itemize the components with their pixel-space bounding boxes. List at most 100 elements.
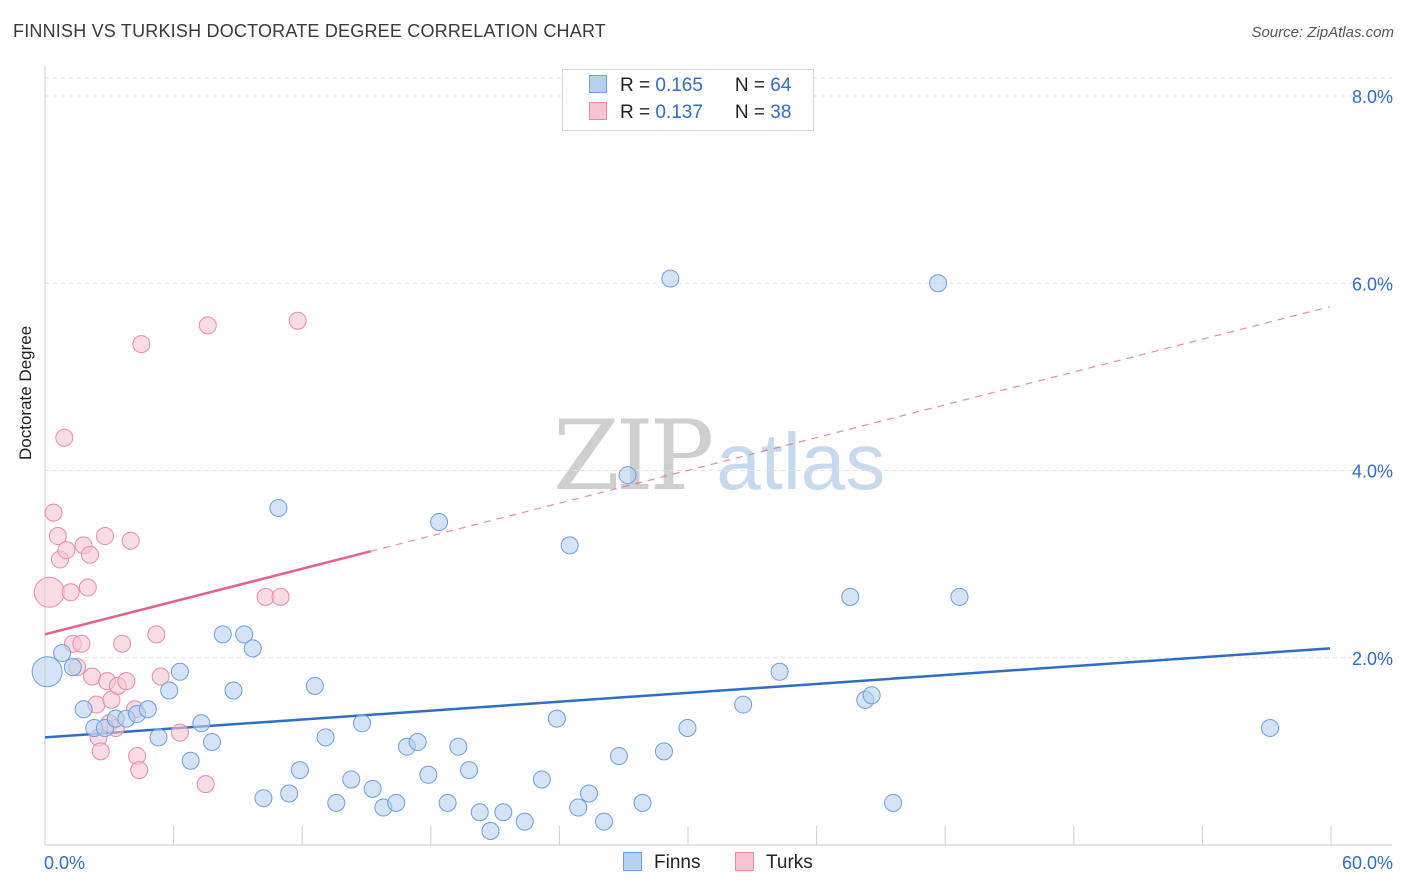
finns-point (235, 625, 254, 644)
turks-point (132, 335, 151, 354)
y-axis-label: Doctorate Degree (16, 325, 35, 460)
finns-point (352, 714, 371, 733)
legend-n-value-finns: 64 (770, 75, 792, 96)
chart-title: FINNISH VS TURKISH DOCTORATE DEGREE CORR… (13, 21, 607, 41)
bottom-legend-label-turks: Turks (766, 852, 813, 873)
finns-point (63, 658, 82, 677)
legend-n-label: N = (734, 102, 771, 123)
turks-point (95, 527, 114, 546)
finns-point (342, 770, 361, 789)
finns-point (515, 812, 534, 831)
x-tick-label: 60.0% (1342, 853, 1393, 873)
finns-point (654, 742, 673, 761)
finns-point (494, 803, 513, 822)
legend-r-value-turks: 0.137 (655, 102, 703, 123)
finns-point (74, 700, 93, 719)
finns-point (290, 761, 309, 780)
finns-point (449, 737, 468, 756)
finns-point (305, 676, 324, 695)
turks-point (48, 527, 67, 546)
finns-point (579, 784, 598, 803)
finns-point (138, 700, 157, 719)
finns-point (269, 498, 288, 517)
turks-trend-line (44, 550, 371, 636)
finns-point (203, 733, 222, 752)
turks-point (170, 723, 189, 742)
finns-point (224, 681, 243, 700)
tick-labels: 2.0% 4.0% 6.0% 8.0% 0.0% 60.0% (44, 87, 1393, 873)
finns-point (770, 662, 789, 681)
finns-point (618, 466, 637, 485)
finns-point (560, 536, 579, 555)
watermark-atlas: atlas (716, 417, 886, 506)
finns-point (316, 728, 335, 747)
data-points (31, 269, 1280, 840)
finns-point (661, 269, 680, 288)
finns-point (884, 793, 903, 812)
finns-point (532, 770, 551, 789)
finns-point (438, 793, 457, 812)
finns-point (678, 718, 697, 737)
finns-legend-icon (623, 852, 642, 871)
turks-point (80, 545, 99, 564)
y-tick-label: 4.0% (1352, 462, 1393, 482)
finns-point (481, 821, 500, 840)
finns-point (841, 587, 860, 606)
finns-point (170, 662, 189, 681)
finns-point (1261, 718, 1280, 737)
legend-r-label: R = (620, 102, 656, 123)
turks-point (151, 667, 170, 686)
source-label: Source: ZipAtlas.com (1251, 24, 1394, 41)
finns-point (547, 709, 566, 728)
bottom-legend-turks: Turks (735, 852, 813, 874)
legend-row-finns: R = 0.165 N = 64 (589, 75, 791, 99)
legend-n-value-turks: 38 (770, 102, 792, 123)
finns-point (387, 793, 406, 812)
finns-point (192, 714, 211, 733)
turks-point (271, 587, 290, 606)
turks-point (33, 576, 65, 608)
finns-point (254, 789, 273, 808)
finns-point (181, 751, 200, 770)
finns-point (734, 695, 753, 714)
finns-point (160, 681, 179, 700)
finns-point (149, 728, 168, 747)
turks-point (117, 672, 136, 691)
turks-point (57, 541, 76, 560)
turks-point (55, 428, 74, 447)
finns-point (53, 644, 72, 663)
turks-point (83, 667, 102, 686)
finns-point (31, 656, 63, 688)
legend-row-turks: R = 0.137 N = 38 (589, 102, 791, 126)
x-tick-label: 0.0% (44, 853, 85, 873)
turks-point (91, 742, 110, 761)
correlation-legend: R = 0.165 N = 64 R = 0.137 N = 38 (562, 69, 814, 131)
turks-point (147, 625, 166, 644)
watermark-zip: ZIP (553, 400, 714, 512)
y-tick-label: 8.0% (1352, 87, 1393, 107)
finns-trend-line (44, 647, 1331, 739)
turks-point (196, 775, 215, 794)
turks-point (121, 531, 140, 550)
bottom-legend-finns: Finns (623, 852, 700, 874)
turks-point (130, 761, 149, 780)
finns-point (633, 793, 652, 812)
turks-point (256, 587, 275, 606)
turks-legend-icon (735, 852, 754, 871)
turks-point (78, 578, 97, 597)
turks-point (113, 634, 132, 653)
legend-n-label: N = (734, 75, 771, 96)
turks-point (72, 634, 91, 653)
finns-point (430, 512, 449, 531)
finns-swatch-icon (589, 75, 607, 93)
finns-point (460, 761, 479, 780)
finns-point (609, 747, 628, 766)
turks-swatch-icon (589, 102, 607, 120)
legend-r-label: R = (620, 75, 656, 96)
watermark: ZIPatlas (553, 400, 885, 512)
finns-point (862, 686, 881, 705)
finns-point (363, 779, 382, 798)
trend-lines (44, 306, 1331, 739)
finns-point (569, 798, 588, 817)
